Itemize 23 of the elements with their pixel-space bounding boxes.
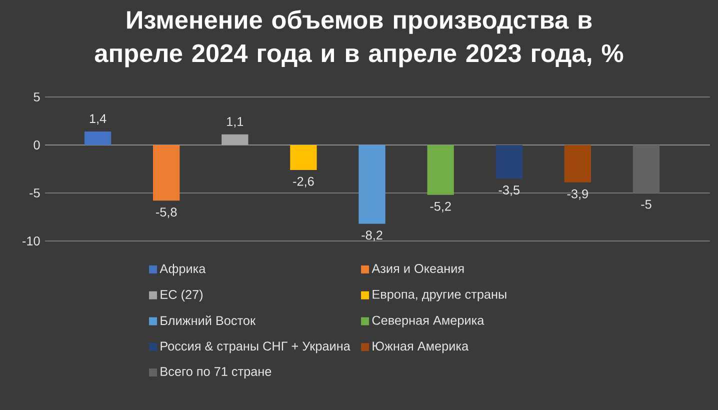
legend-label: Азия и Океания	[372, 264, 464, 274]
data-label: -3,9	[567, 189, 588, 200]
legend-label: Европа, другие страны	[372, 290, 506, 302]
data-label: -5	[641, 200, 652, 209]
legend-label: Всего по 71 стране	[160, 367, 272, 378]
data-label: -2,6	[293, 176, 314, 188]
data-label: 1,1	[227, 117, 244, 128]
data-label: -8,2	[362, 230, 382, 242]
data-label: -5,8	[156, 208, 177, 218]
legend-label: Россия & страны СНГ + Украина	[160, 342, 350, 354]
chart-title: Изменение объемов производства в апреле 2024 года и в апреле 2023 года, %	[94, 10, 624, 68]
legend-label: ЕС (27)	[160, 290, 203, 302]
data-label: 1,4	[90, 114, 106, 125]
y-tick-label: 0	[34, 140, 40, 150]
data-label: -3,5	[498, 186, 520, 196]
legend-label: Северная Америка	[372, 316, 484, 328]
legend-label: Африка	[160, 264, 206, 276]
y-tick-label: -5	[30, 188, 40, 198]
data-label: -5,2	[430, 202, 451, 212]
y-tick-label: 5	[34, 92, 40, 102]
legend-label: Ближний Восток	[160, 316, 256, 326]
y-tick-label: -10	[22, 236, 40, 246]
legend-label: Южная Америка	[372, 342, 469, 354]
